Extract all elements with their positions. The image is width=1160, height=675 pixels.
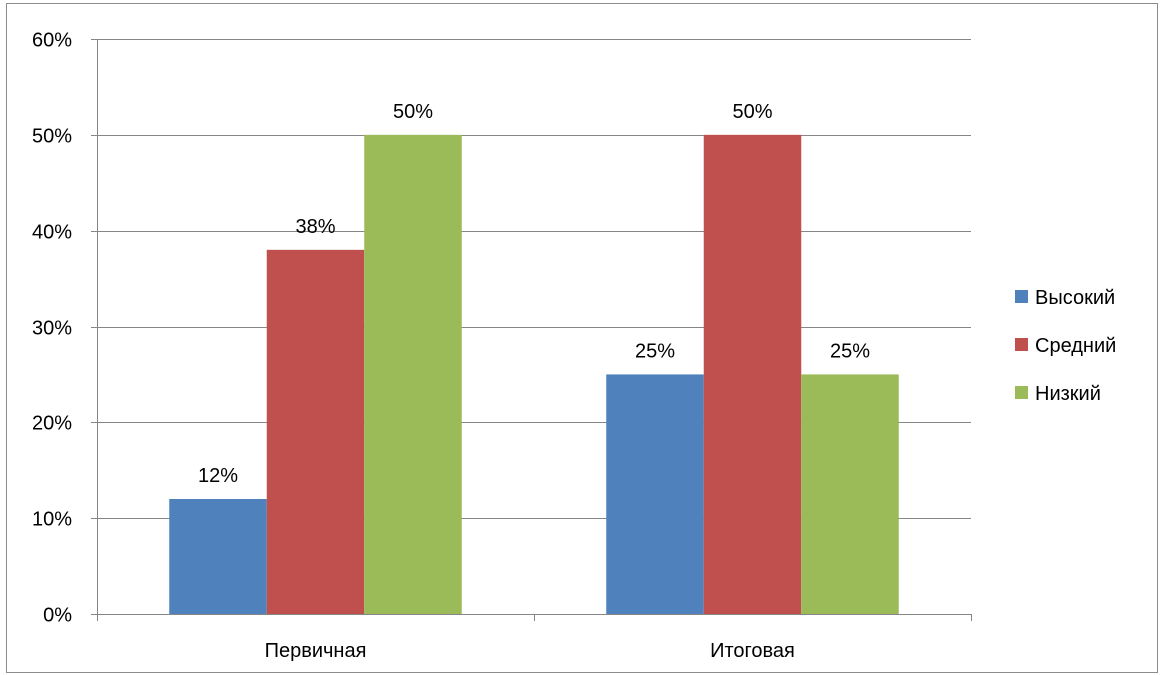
legend-swatch xyxy=(1015,338,1028,351)
legend-label: Средний xyxy=(1035,335,1116,357)
data-label: 25% xyxy=(830,340,870,362)
y-tick-label: 30% xyxy=(32,318,72,340)
y-tick-label: 60% xyxy=(32,30,72,52)
data-labels: 12% 38% 50% 25% 50% 25% xyxy=(198,101,870,487)
bar-Низкий xyxy=(364,134,462,615)
bar-Высокий xyxy=(606,374,704,614)
x-category-label: Итоговая xyxy=(710,640,795,662)
y-tick-label: 20% xyxy=(32,413,72,435)
data-label: 38% xyxy=(295,216,335,238)
data-label: 25% xyxy=(635,340,675,362)
data-label: 50% xyxy=(732,101,772,123)
bar-Высокий xyxy=(169,499,267,614)
legend-swatch xyxy=(1015,290,1028,303)
y-tick-label: 0% xyxy=(43,605,72,627)
data-label: 50% xyxy=(393,101,433,123)
legend: Высокий Средний Низкий xyxy=(1015,287,1116,405)
y-tick-label: 50% xyxy=(32,126,72,148)
y-tick-label: 10% xyxy=(32,509,72,531)
y-tick-label: 40% xyxy=(32,222,72,244)
bar-Средний xyxy=(703,134,802,615)
bar-Средний xyxy=(266,249,365,615)
bar-Низкий xyxy=(801,374,899,614)
bars xyxy=(169,134,899,615)
data-label: 12% xyxy=(198,465,238,487)
legend-swatch xyxy=(1015,386,1028,399)
x-category-label: Первичная xyxy=(265,640,367,662)
legend-label: Высокий xyxy=(1035,287,1115,309)
axes: 0% 10% 20% 30% 40% 50% 60% Первичная Итоговая xyxy=(32,30,972,662)
legend-label: Низкий xyxy=(1035,383,1101,405)
